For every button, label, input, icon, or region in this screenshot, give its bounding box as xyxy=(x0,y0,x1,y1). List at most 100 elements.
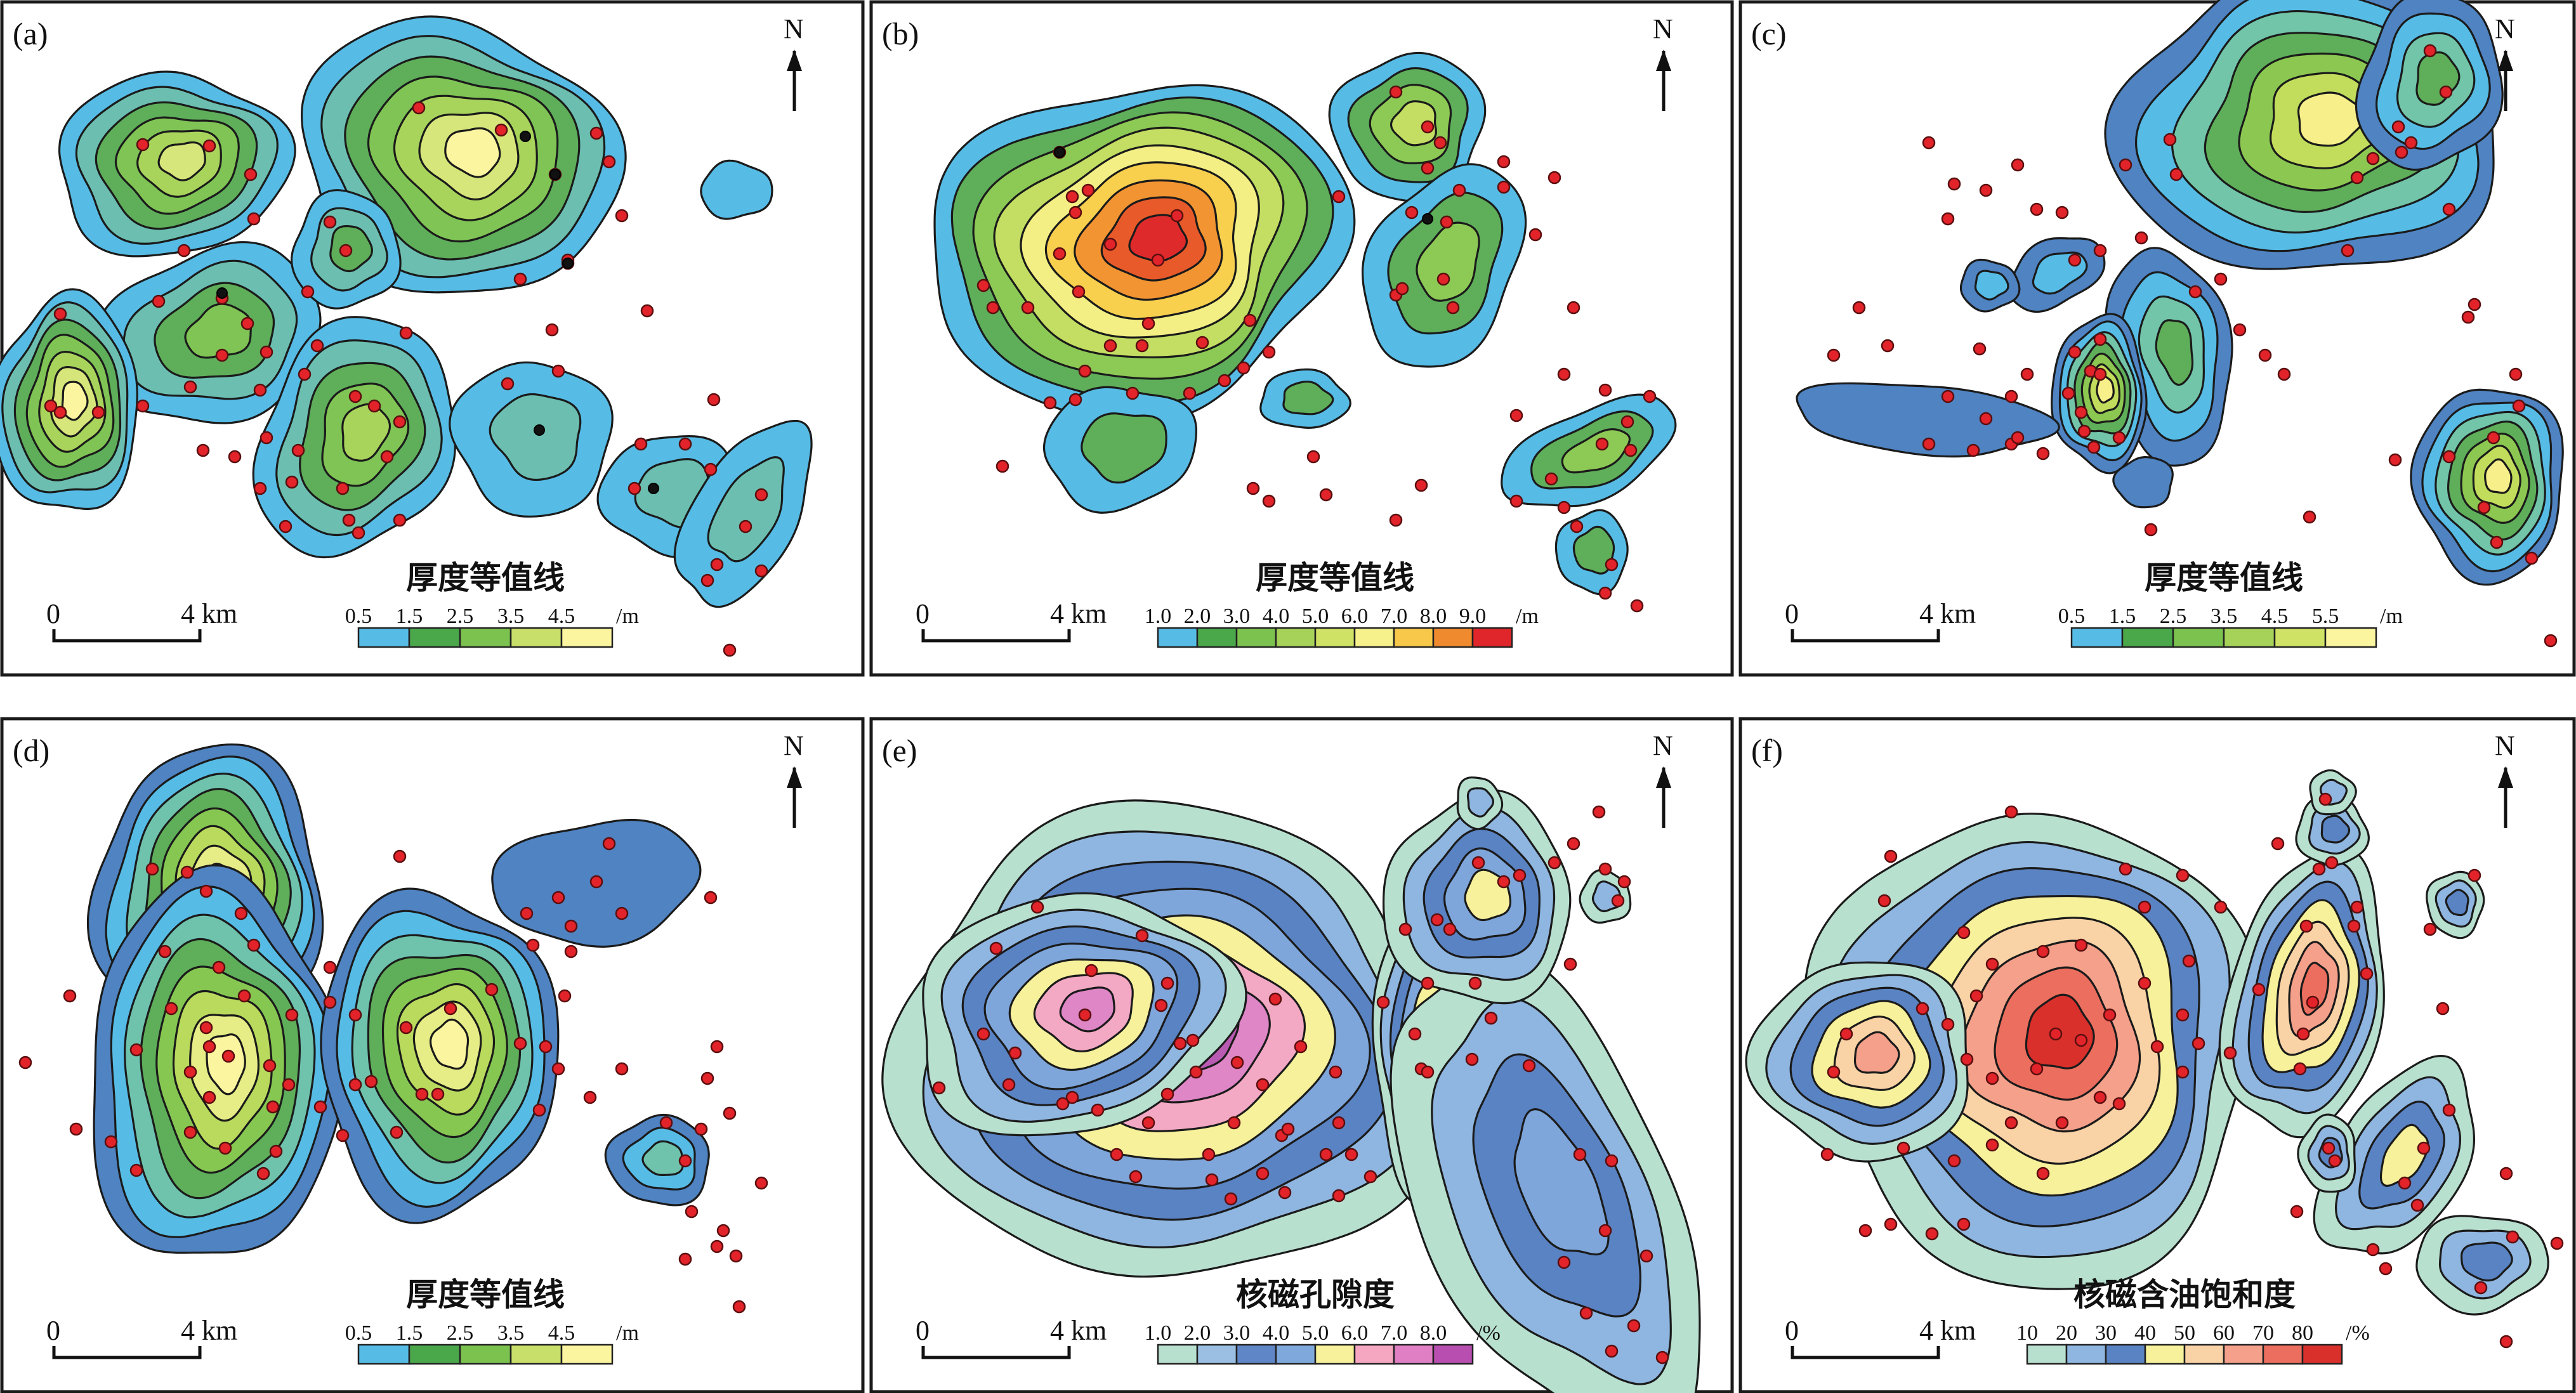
well-marker-dark xyxy=(562,258,574,269)
well-marker xyxy=(1957,925,1971,939)
well-marker xyxy=(1078,1008,1092,1022)
well-marker xyxy=(2214,272,2228,286)
well-marker xyxy=(1567,301,1580,315)
well-marker xyxy=(2252,983,2266,997)
legend-tick-label: 2.0 xyxy=(1184,605,1211,628)
well-marker xyxy=(2036,447,2050,461)
well-marker xyxy=(659,1116,673,1130)
well-marker xyxy=(710,558,724,572)
scale-distance-label: 4 km xyxy=(181,1315,237,1346)
well-marker xyxy=(1497,155,1511,169)
well-marker xyxy=(1230,1056,1244,1069)
contour-band xyxy=(1572,525,1615,575)
legend-title: 厚度等值线 xyxy=(406,1277,565,1312)
well-marker xyxy=(1141,317,1155,330)
well-marker xyxy=(399,326,413,340)
contour-region xyxy=(700,159,773,220)
well-marker xyxy=(348,1078,362,1092)
well-marker xyxy=(1579,1306,1593,1320)
well-marker xyxy=(1570,520,1584,533)
contour-band xyxy=(2484,458,2513,494)
well-marker xyxy=(704,891,718,905)
well-marker xyxy=(2192,1037,2205,1050)
well-marker xyxy=(1611,894,1625,908)
well-marker xyxy=(1395,282,1409,296)
well-marker xyxy=(1332,1189,1346,1203)
well-marker xyxy=(2477,500,2491,514)
well-marker xyxy=(1433,136,1447,150)
contour-band xyxy=(444,127,501,178)
legend-swatch xyxy=(2065,1344,2107,1365)
legend-tick-label: 4.0 xyxy=(1263,1321,1290,1345)
scale-zero-label: 0 xyxy=(1785,1315,1799,1346)
contour-band xyxy=(2297,91,2366,147)
well-marker xyxy=(393,415,407,429)
contour-band xyxy=(1128,214,1188,263)
well-marker xyxy=(932,1081,946,1095)
contour-region xyxy=(2410,388,2564,586)
well-marker xyxy=(202,1040,216,1054)
legend-unit-label: /m xyxy=(1516,605,1539,628)
well-marker xyxy=(739,520,752,533)
well-marker xyxy=(1405,206,1419,219)
contour-region xyxy=(1959,258,2021,313)
scale-distance-label: 4 km xyxy=(1919,598,1976,629)
legend-swatch xyxy=(2301,1344,2343,1365)
contour-band xyxy=(641,1140,684,1177)
well-marker xyxy=(2055,206,2069,219)
well-marker xyxy=(129,1163,143,1177)
well-marker xyxy=(2512,399,2526,413)
well-marker xyxy=(1319,1148,1333,1161)
contour-band xyxy=(157,141,206,181)
well-marker xyxy=(2391,120,2405,134)
well-marker xyxy=(2525,551,2539,565)
well-marker xyxy=(1030,900,1044,914)
well-marker xyxy=(2366,1243,2380,1257)
legend-swatch xyxy=(459,627,512,648)
well-marker xyxy=(2036,945,2050,958)
well-marker xyxy=(279,520,292,533)
well-marker xyxy=(564,945,578,958)
well-marker xyxy=(1881,339,1895,353)
well-marker xyxy=(199,884,213,898)
legend-unit-label: /% xyxy=(2346,1321,2370,1345)
legend-tick-label: 40 xyxy=(2134,1321,2156,1345)
well-marker xyxy=(1205,1173,1219,1187)
well-marker xyxy=(1218,374,1232,388)
well-marker xyxy=(2312,862,2326,876)
north-label: N xyxy=(2495,13,2515,44)
well-marker xyxy=(301,285,315,299)
well-marker xyxy=(1839,1027,1853,1041)
well-marker xyxy=(2119,158,2132,172)
well-marker xyxy=(2293,1062,2307,1076)
well-marker xyxy=(678,1154,692,1168)
well-marker xyxy=(2299,919,2313,933)
well-marker xyxy=(1262,494,1276,508)
contour-region xyxy=(604,1113,710,1207)
well-marker xyxy=(1173,1037,1187,1050)
scale-distance-label: 4 km xyxy=(1050,598,1107,629)
well-marker xyxy=(1960,1052,1974,1066)
legend-swatch xyxy=(2273,627,2327,648)
scale-bar-e: 0 4 km xyxy=(916,1315,1107,1359)
well-marker xyxy=(1598,1224,1612,1238)
well-marker xyxy=(2366,152,2380,166)
well-marker xyxy=(1509,494,1523,508)
well-marker xyxy=(1043,396,1057,410)
well-marker xyxy=(136,138,150,152)
well-marker xyxy=(602,155,616,169)
well-marker xyxy=(1135,929,1149,943)
well-marker xyxy=(1884,1217,1898,1231)
well-marker xyxy=(2119,862,2132,876)
well-marker xyxy=(1598,862,1612,876)
well-marker xyxy=(260,345,273,359)
legend-unit-label: /m xyxy=(2380,605,2403,628)
well-marker xyxy=(2055,1116,2069,1130)
contour-band xyxy=(1974,270,2009,301)
contour-band xyxy=(341,403,391,462)
contour-band xyxy=(184,303,253,359)
legend-f: 核磁含油饱和度 10 20 30 40 50 60 70 80 /% xyxy=(2016,1277,2370,1365)
well-marker xyxy=(1256,1078,1270,1092)
well-points-c xyxy=(1827,44,2558,648)
well-marker xyxy=(2322,1141,2336,1155)
